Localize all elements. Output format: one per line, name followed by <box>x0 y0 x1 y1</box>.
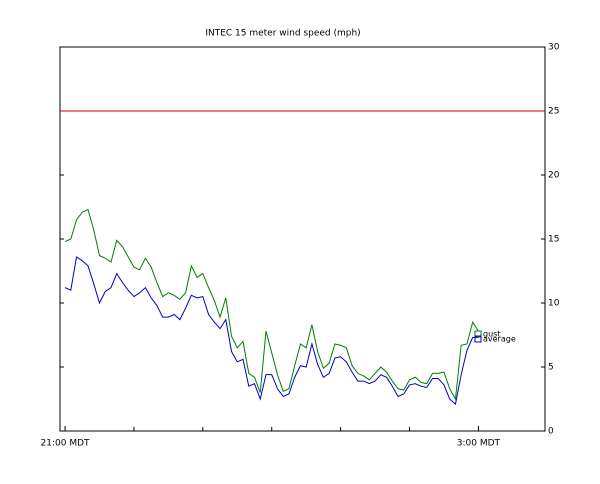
legend-swatch <box>474 335 482 343</box>
legend-label: average <box>483 335 516 344</box>
x-tick-label: 3:00 MDT <box>457 439 501 449</box>
y-tick-label: 0 <box>548 427 554 437</box>
y-tick-label: 5 <box>548 363 554 373</box>
y-tick-label: 15 <box>548 235 559 245</box>
y-tick-label: 25 <box>548 107 559 117</box>
y-tick-label: 10 <box>548 299 560 309</box>
y-tick-label: 20 <box>548 171 560 181</box>
plot-frame <box>59 46 546 432</box>
legend-label: gust <box>483 330 500 339</box>
x-tick-label: 21:00 MDT <box>41 439 90 449</box>
series-line <box>64 256 479 406</box>
series-line <box>64 208 479 401</box>
y-tick-label: 30 <box>548 43 560 53</box>
chart-title: INTEC 15 meter wind speed (mph) <box>205 29 360 39</box>
legend-swatch <box>474 330 482 338</box>
